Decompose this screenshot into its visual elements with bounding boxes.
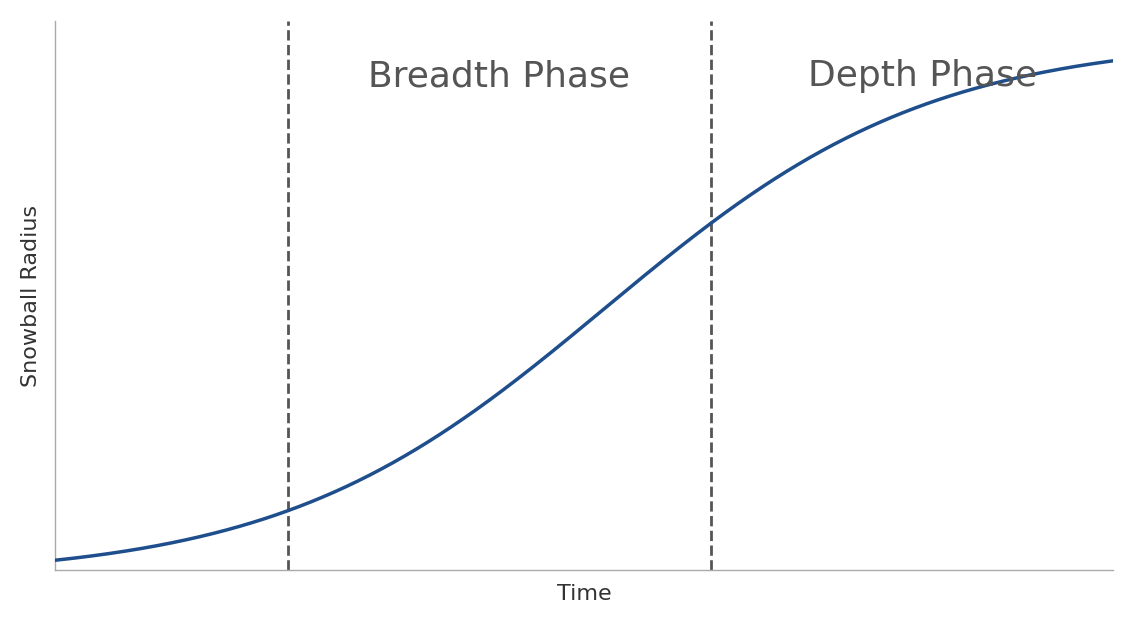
Text: Breadth Phase: Breadth Phase	[369, 59, 631, 93]
Y-axis label: Snowball Radius: Snowball Radius	[20, 204, 41, 387]
Text: Depth Phase: Depth Phase	[809, 59, 1038, 93]
X-axis label: Time: Time	[557, 584, 611, 604]
